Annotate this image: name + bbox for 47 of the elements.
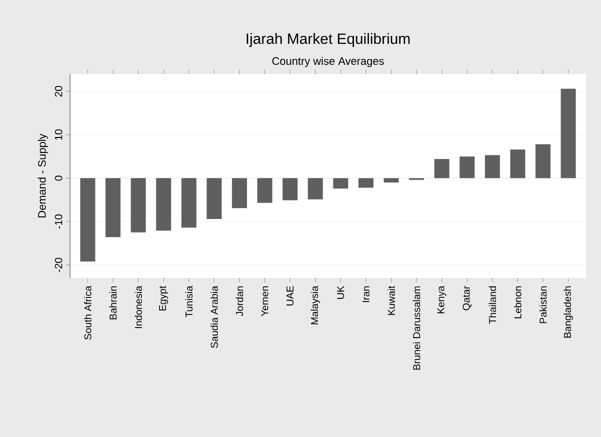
bar	[333, 178, 348, 189]
bar	[257, 178, 272, 203]
x-tick-label: UK	[337, 286, 344, 299]
bar	[384, 178, 399, 182]
y-axis-title: Demand - Supply	[38, 134, 48, 218]
bar	[232, 178, 247, 208]
bar	[308, 178, 323, 200]
x-tick-label: Yemen	[261, 286, 268, 316]
bar	[80, 178, 96, 262]
x-tick-label: UAE	[286, 286, 294, 306]
bar	[484, 155, 500, 178]
x-tick-label: Thailand	[488, 286, 496, 324]
bar	[434, 159, 450, 178]
x-tick-label: Lebnon	[514, 286, 522, 318]
x-tick-label: Jordan	[236, 286, 244, 316]
x-tick-label: Iran	[362, 286, 370, 302]
chart-title: Ijarah Market Equilibrium	[246, 33, 410, 47]
x-tick-label: Qatar	[462, 286, 472, 310]
y-tick-label: 20	[54, 86, 62, 97]
bar	[206, 178, 222, 219]
bar	[560, 88, 576, 178]
bar	[536, 144, 551, 178]
x-tick-label: South Africa	[84, 286, 92, 340]
x-tick-label: Brunei Darussalam	[412, 286, 420, 370]
x-tick-label: Bahrain	[109, 286, 117, 320]
y-tick-label: -20	[54, 258, 62, 272]
bar	[460, 156, 475, 178]
bar	[106, 178, 121, 238]
x-tick-label: Egypt	[159, 286, 168, 310]
chart-subtitle: Country wise Averages	[272, 56, 384, 68]
y-tick-label: 10	[54, 129, 62, 140]
bar	[181, 178, 196, 228]
x-tick-label: Pakistan	[539, 286, 547, 324]
bar	[358, 178, 374, 188]
y-tick-label: 0	[54, 176, 62, 181]
x-tick-label: Malaysia	[310, 286, 320, 324]
x-tick-label: Saudia Arabia	[210, 286, 218, 348]
x-tick-label: Indonesia	[134, 286, 142, 328]
x-tick-label: Kenya	[437, 286, 446, 314]
bar	[156, 178, 172, 231]
bar	[130, 178, 146, 232]
y-tick-label: -10	[54, 214, 62, 229]
bar	[282, 178, 298, 200]
x-tick-label: Kuwait	[388, 286, 395, 315]
x-tick-label: Tunisia	[185, 286, 193, 318]
x-tick-label: Bangladesh	[564, 286, 573, 338]
bar	[510, 150, 526, 178]
